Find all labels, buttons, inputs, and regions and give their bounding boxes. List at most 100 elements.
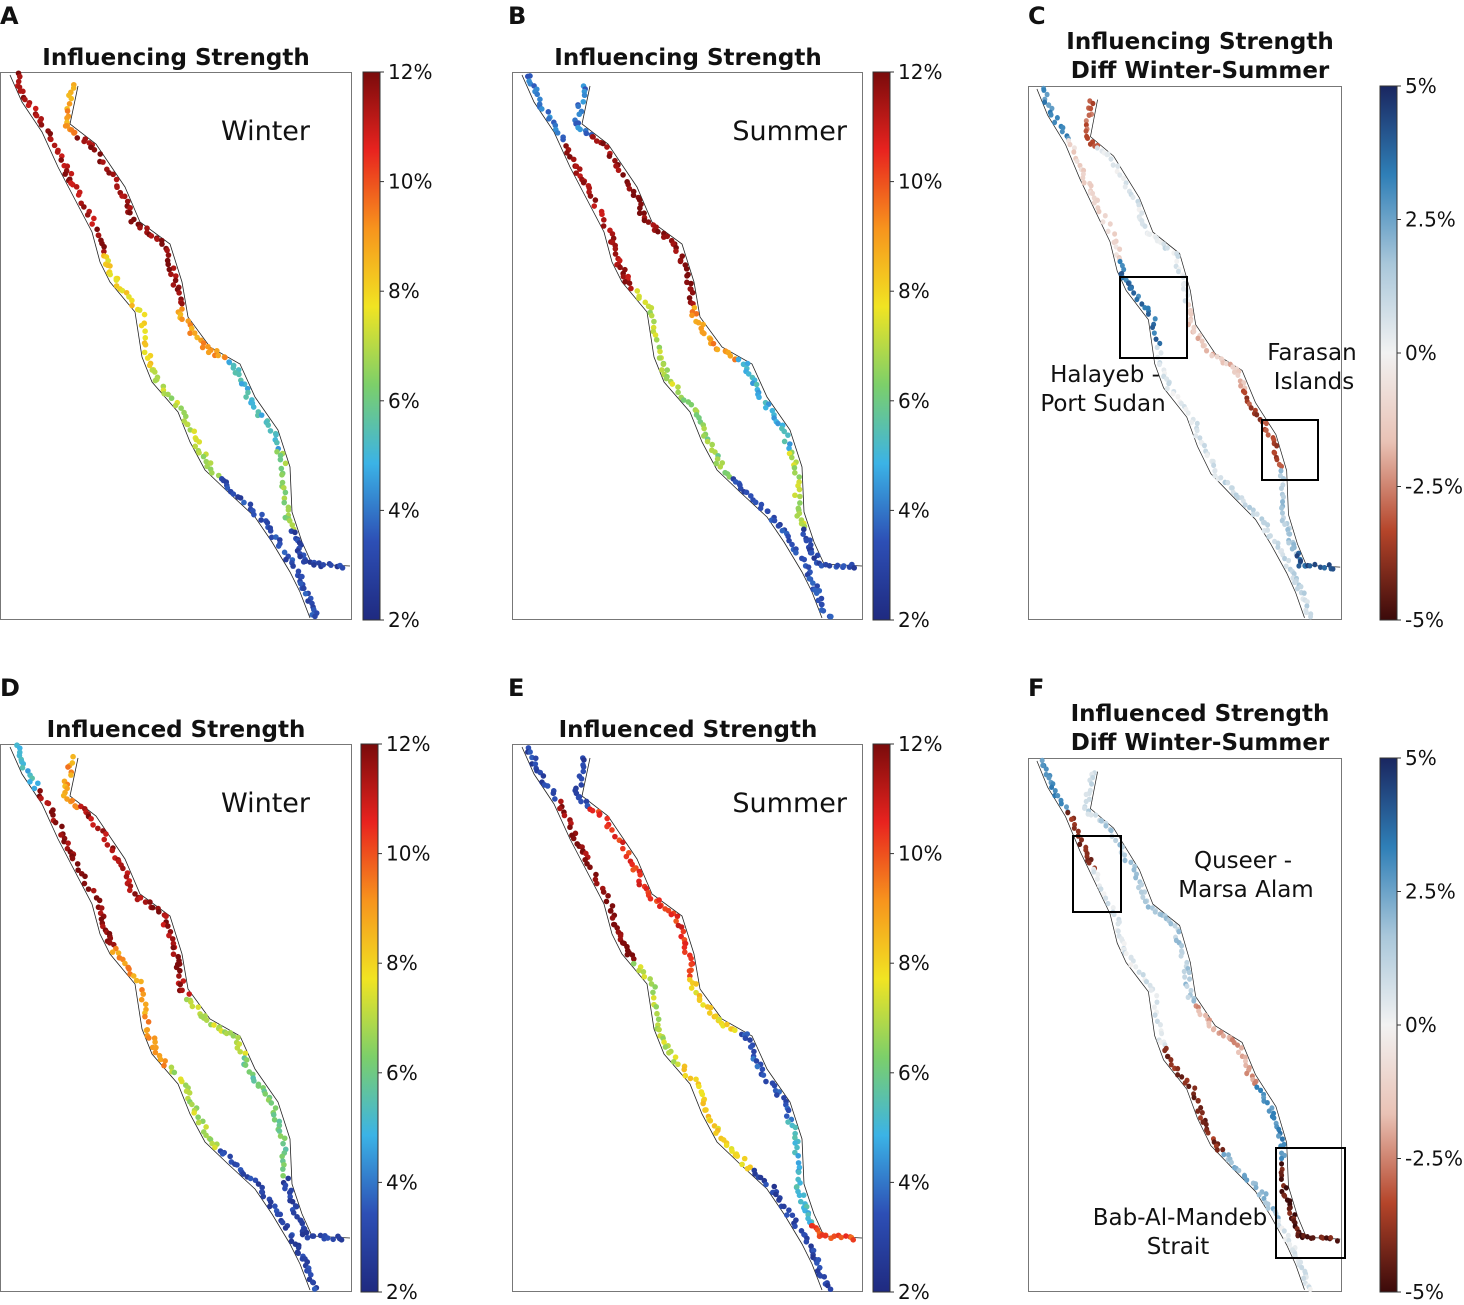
reef-site-dot [590,134,596,140]
reef-site-dot [188,999,194,1005]
reef-site-dot [769,407,776,414]
reef-site-dot [137,895,144,901]
reef-site-dot [1103,895,1109,901]
reef-site-dot [209,1140,215,1147]
reef-site-dot [1044,91,1050,98]
reef-site-dot [668,911,675,918]
reef-site-dot [724,1021,730,1028]
reef-site-dot [1242,1054,1248,1061]
reef-site-dot [75,192,82,198]
reef-site-dot [152,1039,158,1045]
reef-site-dot [714,346,721,353]
reef-site-dot [609,231,616,237]
map-frame [0,744,352,1292]
reef-site-dot [604,815,610,822]
reef-site-dot [648,312,655,319]
reef-site-dot [688,401,695,408]
reef-site-dot [156,909,162,915]
reef-site-dot [1197,1115,1203,1121]
reef-site-dot [186,991,193,997]
reef-site-dot [1143,978,1149,985]
reef-site-dot [95,232,102,239]
reef-site-dot [1043,766,1049,772]
reef-site-dot [1152,1012,1158,1018]
reef-site-dot [1152,316,1158,322]
reef-site-dot [286,1189,293,1196]
reef-site-dot [688,961,695,968]
reef-site-dot [684,273,690,279]
reef-site-dot [1244,1177,1250,1183]
reef-site-dot [69,797,76,804]
reef-site-dot [630,956,637,962]
reef-site-dot [90,822,96,828]
reef-site-dot [282,1225,289,1231]
reef-site-dot [1154,344,1160,351]
reef-site-dot [74,135,81,141]
reef-site-dot [289,522,296,528]
reef-site-dot [191,1110,197,1116]
reef-site-dot [741,1155,748,1162]
reef-site-dot [851,565,858,571]
reef-site-dot [1279,505,1285,511]
reef-site-dot [199,344,206,351]
reef-site-dot [689,289,696,296]
reef-site-dot [729,1148,735,1154]
reef-site-dot [132,891,138,897]
reef-site-dot [283,556,289,563]
reef-site-dot [282,460,289,467]
reef-site-dot [152,377,159,384]
reef-site-dot [52,819,59,826]
reef-site-dot [814,1260,820,1266]
reef-site-dot [1122,852,1128,858]
reef-site-dot [1182,974,1188,980]
panel-e: E Influenced Strength Summer 12% 10% 8% 6% 4… [508,674,942,1304]
reef-site-dot [753,381,760,388]
reef-site-dot [70,85,77,91]
reef-site-dot [652,984,658,990]
reef-site-dot [723,1142,730,1149]
reef-site-dot [580,98,587,105]
reef-site-dot [630,960,637,967]
reef-site-dot [800,531,806,537]
reef-site-dot [100,159,106,165]
reef-site-dot [781,428,788,435]
reef-site-dot [142,335,149,341]
reef-site-dot [1263,1191,1269,1197]
reef-site-dot [1191,1094,1197,1101]
reef-site-dot [792,1130,798,1137]
reef-site-dot [1083,128,1089,134]
reef-site-dot [656,1026,662,1033]
colorbar-tick-label: 6% [386,1061,418,1085]
reef-site-dot [1175,1065,1181,1072]
reef-site-dot [546,116,552,122]
reef-site-dot [66,101,73,107]
reef-site-dot [703,1107,709,1113]
reef-site-dot [1117,246,1123,252]
reef-site-dot [277,1211,284,1218]
reef-site-dot [1312,561,1318,568]
colorbar-tick-label: 8% [388,279,420,303]
reef-site-dot [142,341,149,348]
reef-site-dot [623,853,630,860]
reef-site-dot [1140,971,1146,978]
reef-site-dot [759,1066,766,1073]
reef-site-dot [654,1010,660,1017]
reef-site-dot [1204,348,1210,354]
reef-site-dot [786,445,792,452]
reef-site-dot [1221,1151,1227,1158]
reef-site-dot [64,785,70,792]
colorbar-gradient [872,743,891,1293]
reef-site-dot [1083,791,1089,798]
reef-site-dot [1134,296,1140,303]
reef-site-dot [753,1058,760,1064]
reef-site-dot [1055,792,1061,799]
reef-site-dot [1105,228,1111,235]
reef-site-dot [783,1113,790,1119]
reef-site-dot [688,985,695,991]
reef-site-dot [339,565,346,571]
reef-site-dot [578,782,585,788]
reef-site-dot [1069,816,1075,823]
reef-site-dot [607,908,614,914]
reef-site-dot [583,130,590,137]
season-label: Winter [221,116,311,147]
